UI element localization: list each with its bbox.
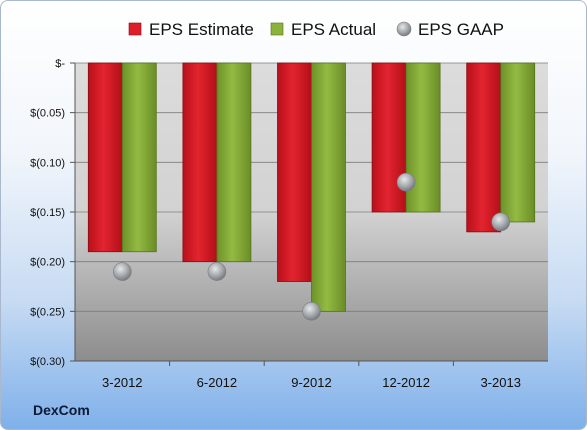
marker-eps-gaap bbox=[302, 302, 321, 321]
x-category-label: 3-2013 bbox=[480, 375, 520, 390]
y-tick-label: $- bbox=[55, 58, 65, 70]
bar-eps-actual bbox=[121, 62, 157, 253]
bar-eps-estimate bbox=[182, 62, 218, 263]
x-category-label: 9-2012 bbox=[291, 375, 331, 390]
y-tick-label: $(0.05) bbox=[30, 108, 65, 120]
x-category-label: 6-2012 bbox=[197, 375, 237, 390]
bar-eps-estimate bbox=[466, 62, 502, 233]
legend-swatch bbox=[128, 22, 142, 36]
legend-swatch bbox=[396, 21, 412, 37]
marker-eps-gaap bbox=[396, 172, 416, 192]
y-tick-label: $(0.10) bbox=[30, 157, 65, 169]
bar-eps-estimate bbox=[277, 62, 312, 282]
marker-eps-gaap bbox=[207, 262, 227, 281]
x-category-label: 12-2012 bbox=[382, 375, 430, 390]
y-tick-label: $(0.25) bbox=[30, 306, 65, 318]
legend-label: EPS Actual bbox=[291, 20, 376, 39]
brand-label: DexCom bbox=[33, 402, 90, 418]
bar-eps-estimate bbox=[87, 62, 123, 253]
legend-label: EPS GAAP bbox=[418, 20, 504, 39]
x-category-label: 3-2012 bbox=[102, 375, 142, 390]
bar-eps-actual bbox=[500, 62, 536, 223]
y-tick-label: $(0.30) bbox=[30, 356, 65, 368]
marker-eps-gaap bbox=[491, 212, 511, 232]
bar-eps-actual bbox=[311, 62, 346, 312]
y-tick-label: $(0.20) bbox=[30, 257, 65, 269]
legend-label: EPS Estimate bbox=[149, 20, 254, 39]
legend-swatch bbox=[270, 22, 284, 36]
bar-eps-actual bbox=[216, 62, 252, 263]
y-tick-label: $(0.15) bbox=[30, 207, 65, 219]
marker-eps-gaap bbox=[113, 262, 132, 281]
